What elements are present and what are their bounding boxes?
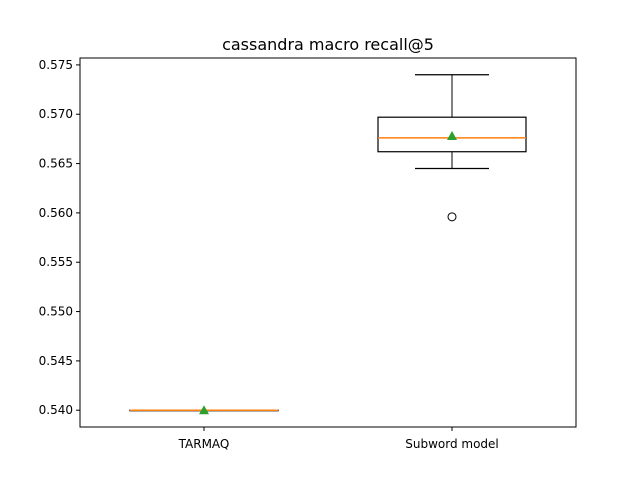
mean-marker: [447, 130, 457, 140]
y-tick-label-6: 0.570: [39, 107, 73, 121]
y-tick-label-4: 0.560: [39, 206, 73, 220]
plot-frame: [79, 57, 577, 428]
y-tick-label-1: 0.545: [39, 354, 73, 368]
y-tick-label-7: 0.575: [39, 58, 73, 72]
x-tick-label-1: Subword model: [405, 437, 499, 451]
plot-layer: 0.540 0.545 0.550 0.555 0.560 0.565 0.570 0.575…: [39, 58, 527, 451]
x-tick-label-0: TARMAQ: [178, 437, 230, 451]
box-group-0: [129, 405, 279, 415]
y-tick-label-3: 0.555: [39, 255, 73, 269]
y-tick-label-2: 0.550: [39, 305, 73, 319]
y-tick-label-5: 0.565: [39, 157, 73, 171]
box-group-1: [377, 74, 527, 222]
y-tick-label-0: 0.540: [39, 403, 73, 417]
box: [377, 116, 527, 153]
chart-title: cassandra macro recall@5: [222, 35, 434, 54]
mean-marker: [199, 405, 209, 415]
outlier-point-0: [447, 212, 457, 222]
